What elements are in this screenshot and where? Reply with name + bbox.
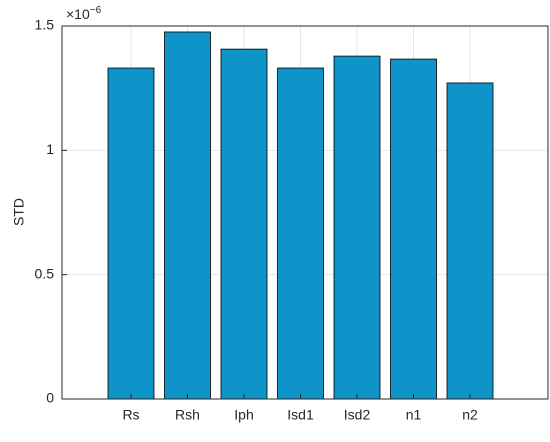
- bar: [164, 31, 211, 400]
- y-tick-label: 1.5: [35, 17, 55, 33]
- y-tick-label: 0: [46, 390, 54, 406]
- bar: [220, 48, 268, 400]
- bar: [277, 67, 324, 400]
- x-tick-label: n2: [462, 407, 478, 423]
- x-tick-label: Iph: [234, 407, 253, 423]
- x-tick-label: Rs: [122, 407, 139, 423]
- y-axis-label: STD: [11, 198, 27, 226]
- x-tick-label: Isd2: [344, 407, 371, 423]
- y-multiplier: ×10−6: [66, 5, 102, 22]
- bar: [390, 58, 437, 400]
- y-tick-label: 0.5: [35, 265, 55, 281]
- y-multiplier-exponent: −6: [90, 5, 102, 16]
- bar: [333, 55, 381, 400]
- x-tick-label: Isd1: [287, 407, 314, 423]
- x-tick-label: Rsh: [175, 407, 200, 423]
- y-tick-label: 1: [46, 141, 54, 157]
- x-tick-label: n1: [406, 407, 422, 423]
- bar: [446, 82, 494, 400]
- y-multiplier-base: ×10: [66, 6, 90, 22]
- bar: [107, 67, 155, 400]
- axes-box: [61, 25, 549, 400]
